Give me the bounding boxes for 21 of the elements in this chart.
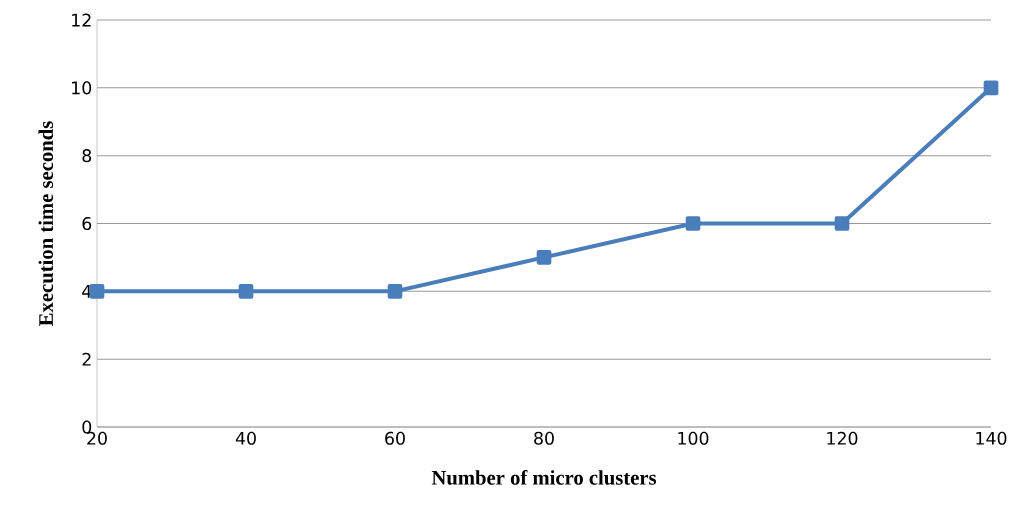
x-tick-label: 60 [385, 431, 405, 445]
point [685, 216, 701, 231]
x-tick-label: 120 [827, 431, 858, 445]
x-tick-label: 140 [976, 431, 1007, 445]
y-tick-label: 4 [82, 285, 92, 298]
x-axis-title: Number of micro clusters [431, 469, 657, 485]
y-tick-label: 6 [82, 216, 92, 231]
point [983, 80, 999, 96]
y-tick-label: 8 [82, 149, 92, 163]
x-tick-label: 100 [678, 431, 709, 445]
y-tick-label: 10 [72, 81, 92, 95]
y-tick-label: 12 [72, 13, 91, 27]
x-tick-label: 40 [235, 431, 256, 445]
point [238, 284, 254, 299]
point [89, 284, 105, 299]
point [387, 284, 403, 299]
point [834, 216, 850, 231]
point [536, 250, 552, 265]
y-axis-title: Execution time seconds [38, 121, 54, 326]
y-tick-label: 2 [82, 352, 91, 366]
x-tick-label: 80 [534, 431, 554, 445]
